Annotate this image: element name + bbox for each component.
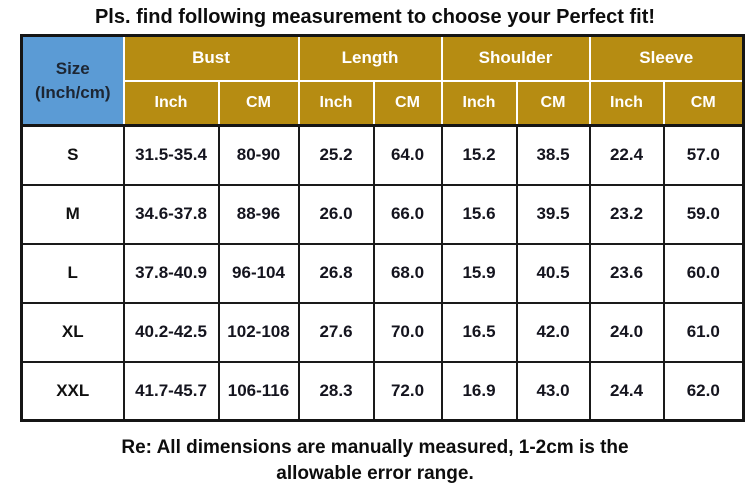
group-header-shoulder: Shoulder [440,34,591,82]
measurement-cell: 31.5-35.4 [122,124,220,186]
measurement-cell: 26.8 [297,242,375,304]
unit-header-bust-cm: CM [217,79,300,127]
measurement-cell: 28.3 [297,360,375,422]
measurement-cell: 40.2-42.5 [122,301,220,363]
size-chart-table: Size (Inch/cm) Bust Length Shoulder Slee… [20,34,745,422]
measurement-cell: 16.9 [440,360,518,422]
measurement-cell: 38.5 [515,124,591,186]
table-row-xxl: XXL 41.7-45.7 106-116 28.3 72.0 16.9 43.… [20,360,745,422]
measurement-cell: 59.0 [662,183,745,245]
unit-header-length-inch: Inch [297,79,375,127]
measurement-cell: 15.2 [440,124,518,186]
unit-header-shoulder-cm: CM [515,79,591,127]
measurement-cell: 39.5 [515,183,591,245]
measurement-cell: 41.7-45.7 [122,360,220,422]
measurement-cell: 34.6-37.8 [122,183,220,245]
measurement-cell: 24.4 [588,360,665,422]
table-row-l: L 37.8-40.9 96-104 26.8 68.0 15.9 40.5 2… [20,242,745,304]
measurement-cell: 16.5 [440,301,518,363]
size-header-label: Size [55,58,90,78]
measurement-cell: 37.8-40.9 [122,242,220,304]
table-row-s: S 31.5-35.4 80-90 25.2 64.0 15.2 38.5 22… [20,124,745,186]
group-header-bust: Bust [122,34,300,82]
measurement-cell: 61.0 [662,301,745,363]
measurement-cell: 40.5 [515,242,591,304]
measurement-cell: 88-96 [217,183,300,245]
measurement-cell: 43.0 [515,360,591,422]
measurement-cell: 15.9 [440,242,518,304]
unit-header-shoulder-inch: Inch [440,79,518,127]
measurement-cell: 64.0 [372,124,443,186]
measurement-cell: 42.0 [515,301,591,363]
table-row-m: M 34.6-37.8 88-96 26.0 66.0 15.6 39.5 23… [20,183,745,245]
measurement-cell: 22.4 [588,124,665,186]
unit-header-length-cm: CM [372,79,443,127]
measurement-cell: 24.0 [588,301,665,363]
measurement-cell: 60.0 [662,242,745,304]
measurement-cell: 23.2 [588,183,665,245]
measurement-cell: 27.6 [297,301,375,363]
size-row-label: S [20,124,125,186]
measurement-cell: 15.6 [440,183,518,245]
measurement-cell: 102-108 [217,301,300,363]
size-header-unit: (Inch/cm) [34,82,111,102]
size-row-label: XXL [20,360,125,422]
measurement-cell: 80-90 [217,124,300,186]
measurement-cell: 23.6 [588,242,665,304]
unit-header-sleeve-inch: Inch [588,79,665,127]
unit-header-bust-inch: Inch [122,79,220,127]
group-header-row: Size (Inch/cm) Bust Length Shoulder Slee… [20,34,745,127]
size-row-label: XL [20,301,125,363]
unit-header-row: Inch CM Inch CM Inch CM Inch CM [22,79,745,127]
measurement-cell: 26.0 [297,183,375,245]
measurement-cell: 25.2 [297,124,375,186]
group-header-sleeve: Sleeve [588,34,745,82]
table-row-xl: XL 40.2-42.5 102-108 27.6 70.0 16.5 42.0… [20,301,745,363]
measurement-cell: 68.0 [372,242,443,304]
measurement-cell: 106-116 [217,360,300,422]
measurement-cell: 72.0 [372,360,443,422]
size-header-cell: Size (Inch/cm) [20,34,125,127]
measurement-cell: 62.0 [662,360,745,422]
group-header-length: Length [297,34,443,82]
size-row-label: L [20,242,125,304]
measurement-cell: 96-104 [217,242,300,304]
measurement-cell: 57.0 [662,124,745,186]
page-title: Pls. find following measurement to choos… [94,6,656,28]
unit-header-sleeve-cm: CM [662,79,745,127]
measurement-cell: 70.0 [372,301,443,363]
measurement-cell: 66.0 [372,183,443,245]
size-row-label: M [20,183,125,245]
note-text: Re: All dimensions are manually measured… [121,437,629,484]
